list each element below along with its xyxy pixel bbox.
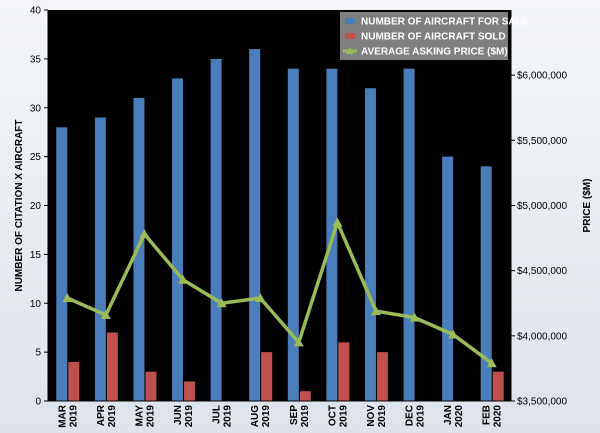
- x-tick-label: JUL 2019: [212, 405, 234, 428]
- bar-for-sale: [287, 68, 299, 402]
- x-tick-month: NOV: [366, 405, 377, 427]
- bar-sold: [261, 352, 273, 401]
- x-tick-year: 2019: [338, 405, 349, 428]
- x-tick-year: 2019: [68, 405, 79, 428]
- x-tick-label: DEC 2019: [405, 405, 427, 428]
- bar-for-sale: [403, 68, 415, 402]
- x-tick-year: 2019: [416, 405, 427, 428]
- legend-box: [340, 12, 508, 60]
- x-tick-month: SEP: [289, 405, 300, 425]
- x-tick-year: 2019: [223, 405, 234, 428]
- y-tick-label: 35: [30, 54, 42, 65]
- bar-for-sale: [172, 78, 184, 402]
- y2-tick-label: $5,000,000: [517, 201, 567, 212]
- price-marker: [293, 337, 304, 347]
- legend-label: AVERAGE ASKING PRICE ($M): [361, 47, 508, 58]
- legend-label: NUMBER OF AIRCRAFT SOLD: [361, 32, 506, 43]
- bar-for-sale: [480, 166, 492, 401]
- price-marker: [409, 312, 420, 322]
- x-tick-label: OCT 2019: [327, 405, 349, 428]
- y2-tick-label: $4,500,000: [517, 266, 567, 277]
- y2-tick-label: $4,000,000: [517, 331, 567, 342]
- price-marker: [448, 329, 459, 339]
- price-marker: [139, 229, 150, 239]
- legend-marker: [346, 47, 354, 54]
- x-tick-month: DEC: [405, 405, 416, 426]
- legend-label: NUMBER OF AIRCRAFT FOR SALE: [361, 17, 529, 28]
- y2-tick-label: $6,000,000: [517, 71, 567, 82]
- x-tick-label: APR 2019: [96, 404, 118, 427]
- bar-sold: [184, 381, 196, 401]
- bar-for-sale: [56, 127, 68, 402]
- price-marker: [486, 358, 497, 368]
- y-tick-label: 10: [30, 299, 42, 310]
- price-marker: [332, 217, 343, 227]
- price-marker: [370, 306, 381, 316]
- y-tick-label: 40: [30, 6, 42, 17]
- x-tick-month: FEB: [482, 405, 493, 425]
- x-tick-month: MAY: [134, 405, 145, 427]
- bar-sold: [492, 371, 504, 401]
- x-tick-month: APR: [96, 404, 107, 426]
- price-marker: [100, 309, 111, 319]
- legend-swatch: [345, 33, 355, 39]
- y-tick-label: 0: [35, 397, 41, 408]
- y2-tick-label: $5,500,000: [517, 136, 567, 147]
- plot-area: [48, 10, 511, 401]
- x-tick-label: AUG 2019: [250, 405, 272, 428]
- x-tick-year: 2019: [107, 405, 118, 428]
- y-axis-title: NUMBER OF CITATION X AIRCRAFT: [14, 119, 25, 291]
- price-line: [66, 220, 493, 365]
- x-tick-year: 2019: [300, 405, 311, 428]
- x-tick-year: 2020: [493, 405, 504, 428]
- x-tick-label: MAR 2019: [57, 404, 79, 428]
- x-tick-label: JUN 2019: [173, 405, 195, 428]
- price-marker: [216, 298, 227, 308]
- y2-tick-label: $3,500,000: [517, 397, 567, 408]
- x-tick-label: SEP 2019: [289, 405, 311, 428]
- y-tick-label: 5: [35, 348, 41, 359]
- y-tick-label: 15: [30, 250, 42, 261]
- x-tick-month: JAN: [443, 405, 454, 425]
- x-tick-label: JAN 2020: [443, 405, 465, 428]
- bar-sold: [145, 371, 157, 401]
- bar-sold: [68, 361, 80, 401]
- x-tick-label: NOV 2019: [366, 405, 388, 428]
- x-tick-year: 2019: [145, 405, 156, 428]
- y-tick-label: 20: [30, 201, 42, 212]
- bar-sold: [338, 342, 350, 401]
- bar-for-sale: [249, 49, 261, 401]
- x-tick-label: FEB 2020: [482, 405, 504, 428]
- x-tick-month: MAR: [57, 404, 68, 428]
- y-tick-label: 25: [30, 152, 42, 163]
- price-marker: [255, 293, 266, 303]
- legend-swatch: [345, 18, 355, 24]
- x-tick-month: JUN: [173, 405, 184, 425]
- bar-sold: [299, 391, 311, 401]
- price-marker: [62, 293, 73, 303]
- price-marker: [178, 274, 189, 284]
- bar-sold: [106, 332, 118, 401]
- bar-sold: [376, 352, 388, 401]
- x-tick-month: AUG: [250, 405, 261, 427]
- x-tick-year: 2019: [377, 405, 388, 428]
- x-tick-label: MAY 2019: [134, 405, 156, 428]
- x-tick-month: JUL: [212, 405, 223, 424]
- bar-for-sale: [210, 58, 222, 401]
- x-tick-year: 2020: [454, 405, 465, 428]
- bar-for-sale: [94, 117, 106, 402]
- bar-for-sale: [442, 156, 454, 401]
- x-tick-year: 2019: [261, 405, 272, 428]
- y-tick-label: 30: [30, 103, 42, 114]
- bar-for-sale: [364, 88, 376, 401]
- x-tick-year: 2019: [184, 405, 195, 428]
- x-tick-month: OCT: [327, 405, 338, 426]
- y2-axis-title: PRICE ($M): [582, 179, 593, 233]
